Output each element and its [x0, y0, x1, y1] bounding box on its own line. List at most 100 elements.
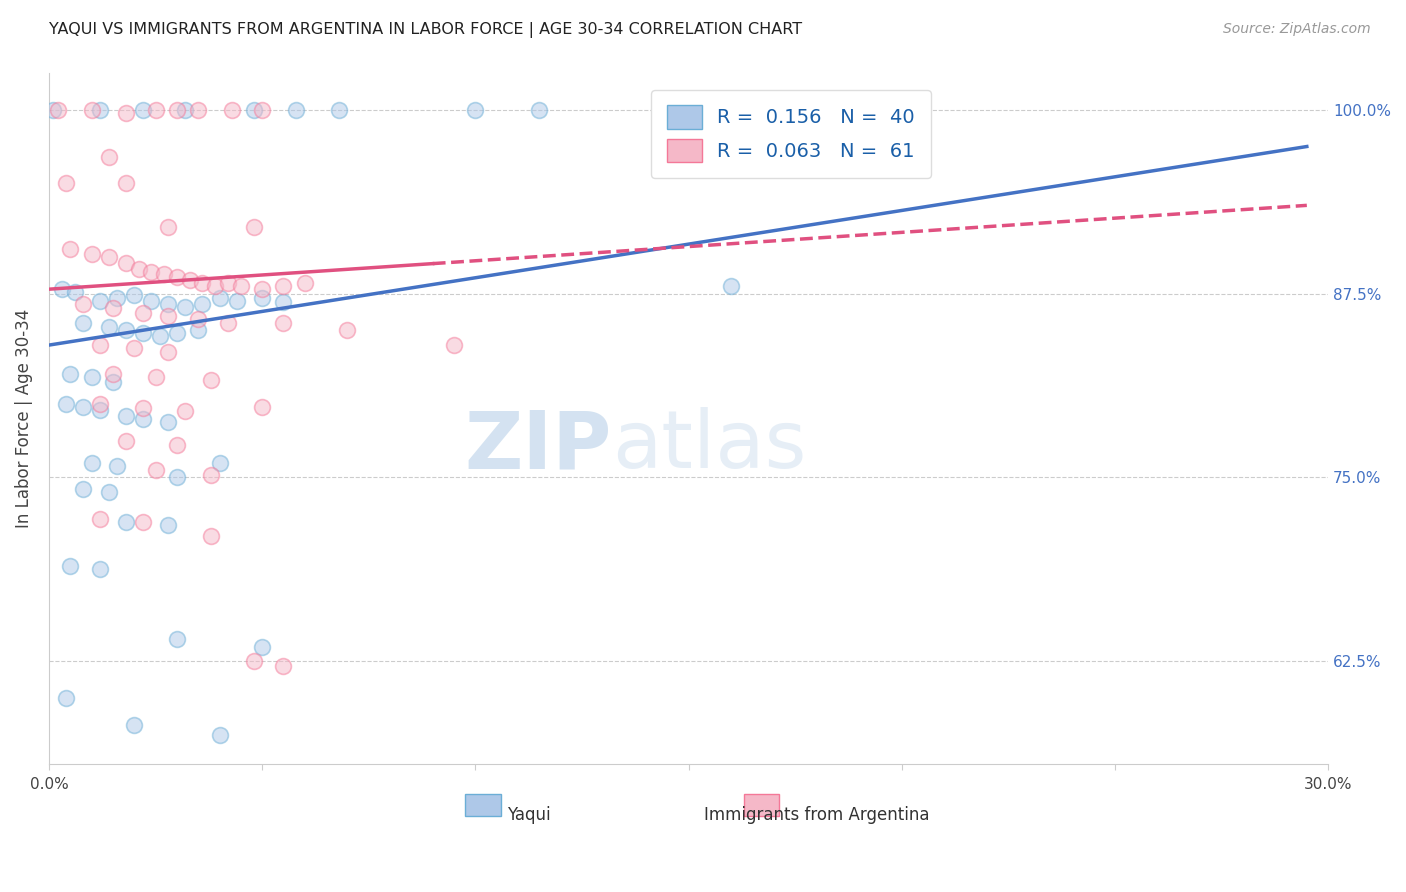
- Point: [114, 323, 136, 337]
- Point: [114, 515, 136, 529]
- Point: [179, 273, 201, 287]
- Legend: R =  0.156   N =  40, R =  0.063   N =  61: R = 0.156 N = 40, R = 0.063 N = 61: [651, 89, 931, 178]
- Point: [55, 397, 77, 411]
- Point: [122, 288, 145, 302]
- Point: [122, 341, 145, 355]
- Point: [157, 297, 180, 311]
- Point: [720, 279, 742, 293]
- Text: ZIP: ZIP: [464, 408, 612, 485]
- Point: [464, 103, 486, 117]
- Point: [89, 511, 111, 525]
- Point: [204, 279, 226, 293]
- Point: [157, 345, 180, 359]
- Point: [105, 458, 128, 473]
- Point: [114, 176, 136, 190]
- Point: [166, 103, 188, 117]
- Point: [166, 438, 188, 452]
- Point: [132, 401, 155, 416]
- Point: [250, 291, 273, 305]
- Point: [132, 326, 155, 341]
- Point: [285, 103, 308, 117]
- FancyBboxPatch shape: [465, 794, 501, 816]
- Point: [132, 411, 155, 425]
- Point: [250, 400, 273, 414]
- FancyBboxPatch shape: [744, 794, 779, 816]
- Point: [72, 482, 94, 496]
- Point: [145, 463, 167, 477]
- Point: [114, 434, 136, 448]
- Point: [273, 658, 295, 673]
- Point: [89, 103, 111, 117]
- Point: [128, 261, 150, 276]
- Point: [141, 293, 163, 308]
- Point: [114, 256, 136, 270]
- Point: [72, 400, 94, 414]
- Point: [229, 279, 252, 293]
- Point: [217, 277, 239, 291]
- Text: Yaqui: Yaqui: [506, 805, 551, 823]
- Point: [174, 300, 197, 314]
- Point: [157, 309, 180, 323]
- Text: Source: ZipAtlas.com: Source: ZipAtlas.com: [1223, 22, 1371, 37]
- Point: [63, 285, 86, 300]
- Point: [89, 293, 111, 308]
- Point: [80, 247, 103, 261]
- Point: [157, 220, 180, 235]
- Point: [132, 306, 155, 320]
- Point: [114, 105, 136, 120]
- Point: [187, 323, 209, 337]
- Point: [59, 558, 82, 573]
- Point: [149, 329, 172, 343]
- Point: [105, 291, 128, 305]
- Point: [242, 220, 264, 235]
- Point: [443, 338, 465, 352]
- Point: [200, 467, 222, 482]
- Text: atlas: atlas: [612, 408, 806, 485]
- Point: [328, 103, 350, 117]
- Point: [141, 264, 163, 278]
- Point: [55, 176, 77, 190]
- Point: [166, 326, 188, 341]
- Point: [250, 282, 273, 296]
- Point: [174, 404, 197, 418]
- Point: [187, 311, 209, 326]
- Point: [89, 402, 111, 417]
- Point: [72, 316, 94, 330]
- Point: [273, 295, 295, 310]
- Point: [225, 293, 247, 308]
- Point: [273, 316, 295, 330]
- Point: [200, 373, 222, 387]
- Point: [42, 103, 65, 117]
- Point: [46, 103, 69, 117]
- Text: Immigrants from Argentina: Immigrants from Argentina: [704, 805, 929, 823]
- Point: [250, 103, 273, 117]
- Point: [101, 301, 124, 316]
- Point: [208, 728, 231, 742]
- Point: [97, 320, 120, 334]
- Point: [217, 316, 239, 330]
- Point: [132, 103, 155, 117]
- Point: [191, 277, 214, 291]
- Point: [221, 103, 243, 117]
- Point: [250, 640, 273, 654]
- Point: [132, 515, 155, 529]
- Point: [242, 654, 264, 668]
- Point: [59, 243, 82, 257]
- Point: [166, 470, 188, 484]
- Point: [187, 103, 209, 117]
- Point: [529, 103, 551, 117]
- Point: [89, 338, 111, 352]
- Point: [97, 250, 120, 264]
- Point: [191, 297, 214, 311]
- Y-axis label: In Labor Force | Age 30-34: In Labor Force | Age 30-34: [15, 309, 32, 528]
- Point: [80, 456, 103, 470]
- Point: [59, 368, 82, 382]
- Point: [80, 370, 103, 384]
- Point: [294, 277, 316, 291]
- Point: [122, 717, 145, 731]
- Point: [157, 415, 180, 429]
- Point: [97, 150, 120, 164]
- Point: [72, 297, 94, 311]
- Point: [174, 103, 197, 117]
- Point: [101, 375, 124, 389]
